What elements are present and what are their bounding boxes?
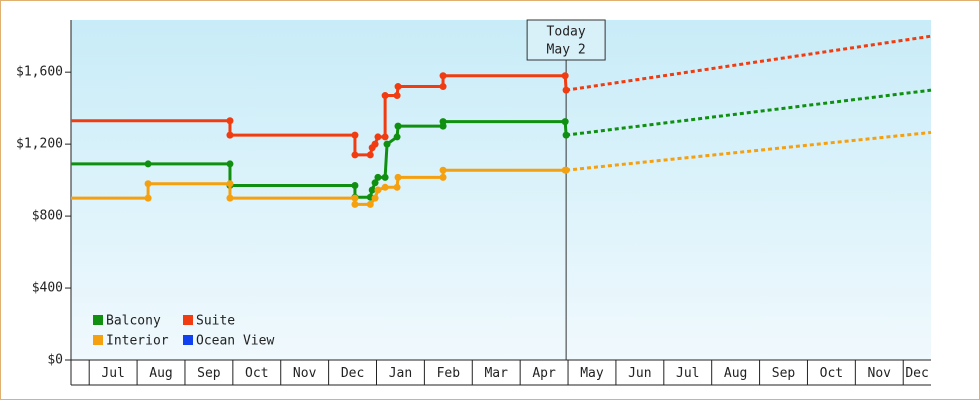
y-tick-label: $400 — [32, 281, 63, 296]
price-point — [351, 200, 359, 208]
price-point — [368, 186, 376, 194]
price-point — [226, 131, 234, 139]
legend-swatch — [93, 335, 103, 345]
legend-swatch — [183, 315, 193, 325]
price-point — [439, 118, 447, 126]
x-tick-label: Sep — [772, 366, 796, 381]
price-point — [144, 194, 152, 202]
legend-label: Balcony — [106, 314, 161, 329]
price-point — [439, 166, 447, 174]
x-tick-label: Nov — [868, 366, 892, 381]
price-point — [561, 72, 569, 80]
price-point — [394, 122, 402, 130]
price-point — [144, 180, 152, 188]
y-tick-label: $800 — [32, 209, 63, 224]
price-point — [366, 151, 374, 159]
x-tick-label: Jul — [676, 366, 699, 381]
today-label: May 2 — [547, 43, 586, 58]
x-tick-label: Oct — [245, 366, 268, 381]
price-point — [381, 92, 389, 100]
price-point — [439, 72, 447, 80]
price-point — [381, 183, 389, 191]
price-point — [561, 118, 569, 126]
today-label: Today — [547, 25, 586, 40]
forecast-line — [565, 34, 932, 92]
price-point — [366, 200, 374, 208]
y-tick-label: $1,600 — [16, 65, 63, 80]
x-tick-label: Apr — [532, 366, 556, 381]
price-point — [383, 140, 391, 148]
price-point — [351, 131, 359, 139]
x-tick-label: Jan — [389, 366, 412, 381]
price-point — [374, 133, 382, 141]
y-tick-label: $1,200 — [16, 137, 63, 152]
x-tick-label: May — [580, 366, 604, 381]
price-point — [374, 186, 382, 194]
price-point — [393, 133, 401, 141]
x-tick-label: Aug — [724, 366, 747, 381]
price-point — [351, 194, 359, 202]
x-tick-label: Jul — [101, 366, 124, 381]
price-point — [562, 166, 570, 174]
price-point — [374, 173, 382, 181]
price-point — [562, 131, 570, 139]
x-tick-label: Oct — [820, 366, 843, 381]
forecast-line — [565, 130, 932, 172]
price-point — [439, 173, 447, 181]
plot-area — [71, 20, 931, 360]
forecast-line — [565, 88, 932, 137]
price-point — [351, 151, 359, 159]
today-box — [526, 19, 606, 61]
price-point — [393, 183, 401, 191]
price-point — [351, 182, 359, 190]
price-point — [394, 83, 402, 91]
legend-swatch — [93, 315, 103, 325]
legend-label: Ocean View — [196, 334, 274, 349]
price-point — [371, 140, 379, 148]
y-tick-label: $0 — [47, 353, 63, 368]
x-tick-label: Dec — [905, 366, 928, 381]
price-point — [439, 83, 447, 91]
price-point — [371, 194, 379, 202]
price-point — [226, 194, 234, 202]
price-point — [393, 92, 401, 100]
x-tick-label: Nov — [293, 366, 317, 381]
price-point — [381, 133, 389, 141]
x-tick-label: Feb — [437, 366, 461, 381]
price-point — [226, 180, 234, 188]
x-tick-label: Sep — [197, 366, 221, 381]
x-tick-label: Mar — [484, 366, 508, 381]
legend-label: Suite — [196, 314, 235, 329]
price-point — [144, 160, 152, 168]
legend-swatch — [183, 335, 193, 345]
legend-label: Interior — [106, 334, 169, 349]
x-tick-label: Aug — [149, 366, 172, 381]
price-point — [226, 117, 234, 125]
price-point — [562, 86, 570, 94]
x-tick-label: Jun — [628, 366, 651, 381]
price-point — [371, 179, 379, 187]
x-tick-label: Dec — [341, 366, 364, 381]
price-point — [394, 173, 402, 181]
price-point — [381, 173, 389, 181]
price-point — [226, 160, 234, 168]
